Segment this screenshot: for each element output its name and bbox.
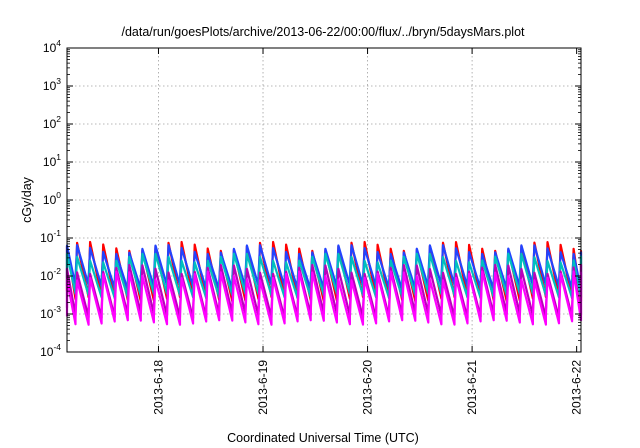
y-tick-label: 10-2 xyxy=(40,266,61,283)
y-tick-label: 10-3 xyxy=(40,304,61,321)
x-axis-label: Coordinated Universal Time (UTC) xyxy=(227,431,419,445)
y-tick-label: 104 xyxy=(43,38,61,55)
y-tick-label: 100 xyxy=(43,190,61,207)
x-tick-label: 2013-6-21 xyxy=(465,360,479,415)
x-tick-label: 2013-6-19 xyxy=(256,360,270,415)
x-tick-label: 2013-6-22 xyxy=(570,360,584,415)
y-tick-label: 10-1 xyxy=(40,228,61,245)
x-tick-label: 2013-6-18 xyxy=(151,360,165,415)
series-line xyxy=(65,270,583,326)
y-axis: 10-4 10-3 10-2 10-1 100 101 102 103 104 xyxy=(40,38,581,359)
y-tick-label: 102 xyxy=(43,114,61,131)
y-tick-label: 10-4 xyxy=(40,342,61,359)
chart-title: /data/run/goesPlots/archive/2013-06-22/0… xyxy=(121,25,525,39)
series-group xyxy=(65,240,583,326)
x-axis: 2013-6-18 2013-6-19 2013-6-20 2013-6-21 2013… xyxy=(151,48,584,415)
y-axis-label: cGy/day xyxy=(20,176,34,223)
y-tick-label: 101 xyxy=(43,152,61,169)
y-tick-label: 103 xyxy=(43,76,61,93)
x-tick-label: 2013-6-20 xyxy=(361,360,375,415)
